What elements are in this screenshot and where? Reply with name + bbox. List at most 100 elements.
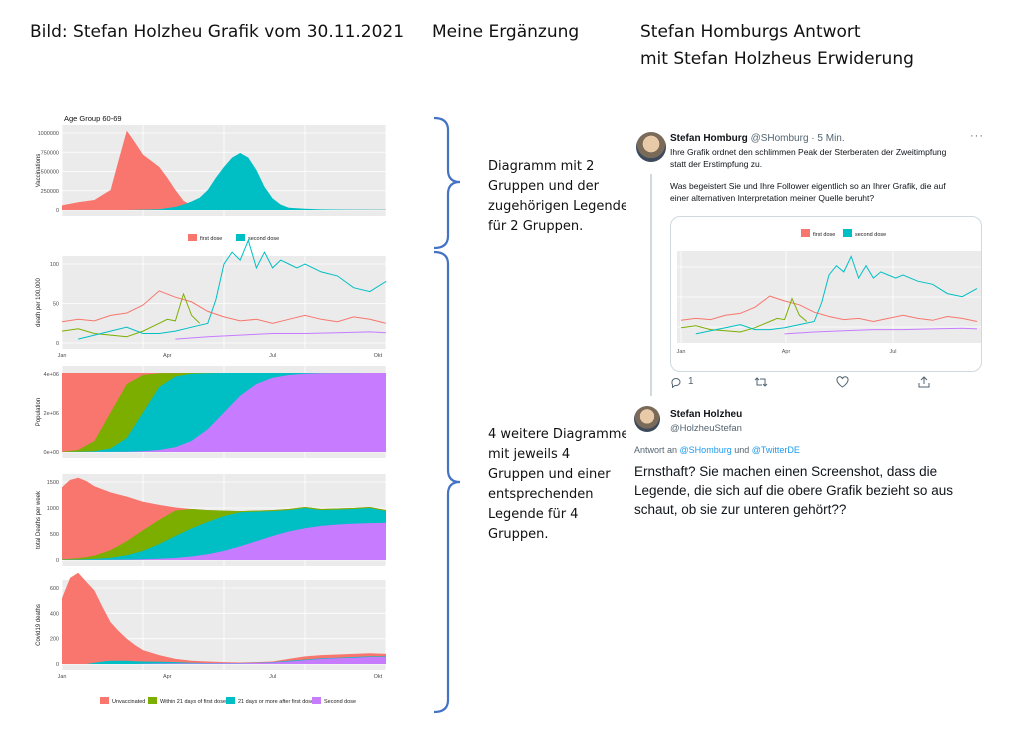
author-name[interactable]: Stefan Homburg [670, 133, 748, 144]
y-tick-label: 1000 [47, 506, 59, 512]
x-tick-label: Jul [269, 353, 276, 359]
y-tick-label: 500 [50, 532, 59, 538]
legend-swatch [843, 229, 852, 237]
line-21-days-or-more-after-first-dose [695, 255, 978, 335]
y-tick-label: 0 [56, 208, 59, 214]
note-line: Gruppen und der [488, 179, 599, 194]
chart-title: Age Group 60-69 [64, 114, 122, 123]
x-tick-label: Apr [163, 353, 172, 359]
legend-swatch [801, 229, 810, 237]
header-middle: Meine Ergänzung [432, 22, 580, 42]
tweet-author[interactable]: Stefan Homburg @SHomburg · 5 Min. [670, 133, 845, 144]
reply-count: 1 [688, 376, 694, 387]
note-line: mit jeweils 4 [488, 447, 571, 462]
note-line: Diagramm mit 2 [488, 159, 595, 174]
legend-label: Unvaccinated [112, 699, 145, 705]
x-tick-label: Jan [58, 353, 67, 359]
like-icon[interactable] [836, 376, 849, 391]
y-tick-label: 200 [50, 637, 59, 643]
mention-link[interactable]: @TwitterDE [751, 445, 800, 455]
area-Unvaccinated [62, 572, 386, 664]
line-Within-21-days-of-first-dose [61, 292, 201, 338]
header-right-line2: mit Stefan Holzheus Erwiderung [640, 49, 914, 69]
share-icon[interactable] [918, 376, 930, 391]
legend-label: second dose [855, 232, 886, 238]
line-Unvaccinated [61, 290, 387, 324]
legend-swatch [226, 697, 235, 704]
avatar[interactable] [636, 132, 666, 162]
x-tick-label: Jul [269, 674, 276, 680]
y-tick-label: 0 [56, 341, 59, 347]
line-Second-dose [784, 327, 978, 335]
legend-label: second dose [248, 236, 279, 242]
note-line: entsprechenden [488, 487, 594, 502]
x-tick-label: Okt [374, 353, 383, 359]
y-tick-label: 0 [56, 662, 59, 668]
y-tick-label: 0 [56, 558, 59, 564]
note-two-groups: Diagramm mit 2 Gruppen und der zugehörig… [488, 157, 629, 237]
bracket-two-groups [433, 116, 461, 250]
embedded-chart-image[interactable]: first dose second dose Jan Apr Jul [670, 216, 982, 372]
y-tick-label: 50 [53, 302, 59, 308]
retweet-icon[interactable] [754, 376, 768, 391]
reply-to-and: und [734, 445, 750, 455]
mention-link[interactable]: @SHomburg [679, 445, 732, 455]
axis-label: death per 100,000 [36, 277, 42, 326]
area-Second-dose [62, 657, 386, 664]
reply-to-prefix: Antwort an [634, 445, 678, 455]
avatar[interactable] [634, 406, 660, 432]
note-line: zugehörigen Legende [488, 199, 629, 214]
axis-label: total Deaths per week [36, 490, 42, 549]
legend-label: 21 days or more after first dose [238, 699, 314, 705]
area-Second-dose [62, 373, 386, 452]
y-tick-label: 600 [50, 586, 59, 592]
note-four-groups: 4 weitere Diagramme mit jeweils 4 Gruppe… [488, 425, 629, 545]
y-tick-label: 400 [50, 611, 59, 617]
legend-label: Within 21 days of first dose [160, 699, 226, 705]
note-line: Gruppen und einer [488, 467, 611, 482]
legend-label: Second dose [324, 699, 356, 705]
area-second-dose [62, 153, 386, 210]
axis-label: Population [36, 398, 42, 426]
y-tick-label: 250000 [41, 189, 59, 195]
tweet-text: Ihre Grafik ordnet den schlimmen Peak de… [670, 146, 986, 204]
tweet-text-line: statt der Erstimpfung zu. [670, 159, 763, 169]
note-line: für 2 Gruppen. [488, 219, 584, 234]
line-Unvaccinated [680, 295, 978, 323]
reply-author-name[interactable]: Stefan Holzheu [670, 409, 743, 420]
axis-label: Vaccinations [36, 154, 42, 188]
area-Second-dose [62, 522, 386, 560]
note-line: Legende für 4 [488, 507, 579, 522]
y-tick-label: 500000 [41, 170, 59, 176]
y-tick-label: 750000 [41, 150, 59, 156]
legend-swatch [100, 697, 109, 704]
note-line: Gruppen. [488, 527, 549, 542]
more-icon[interactable]: ··· [970, 130, 984, 142]
legend-swatch [236, 234, 245, 241]
reply-author-handle[interactable]: @HolzheuStefan [670, 423, 742, 434]
x-tick-label: Jan [677, 349, 686, 355]
legend-label: first dose [813, 232, 835, 238]
legend-swatch [188, 234, 197, 241]
author-handle[interactable]: @SHomburg · 5 Min. [750, 133, 845, 144]
axis-label: Covid19 deaths [36, 604, 42, 646]
header-left: Bild: Stefan Holzheu Grafik vom 30.11.20… [30, 22, 405, 42]
area-first-dose [62, 130, 386, 210]
x-tick-label: Jan [58, 674, 67, 680]
x-tick-label: Okt [374, 674, 383, 680]
y-tick-label: 4e+06 [44, 372, 59, 378]
legend-swatch [148, 697, 157, 704]
reply-icon[interactable] [670, 376, 682, 391]
legend-swatch [312, 697, 321, 704]
y-tick-label: 0e+00 [44, 450, 59, 456]
tweet-thread: Stefan Homburg @SHomburg · 5 Min. ··· Ih… [626, 124, 992, 524]
y-tick-label: 2e+06 [44, 411, 59, 417]
reply-to-meta: Antwort an @SHomburg und @TwitterDE [634, 445, 800, 455]
thread-line [650, 174, 652, 396]
legend-label: first dose [200, 236, 222, 242]
header-right-line1: Stefan Homburgs Antwort [640, 22, 861, 42]
tweet-actions: 1 [670, 376, 970, 392]
x-tick-label: Apr [163, 674, 172, 680]
bracket-four-groups [433, 250, 461, 714]
